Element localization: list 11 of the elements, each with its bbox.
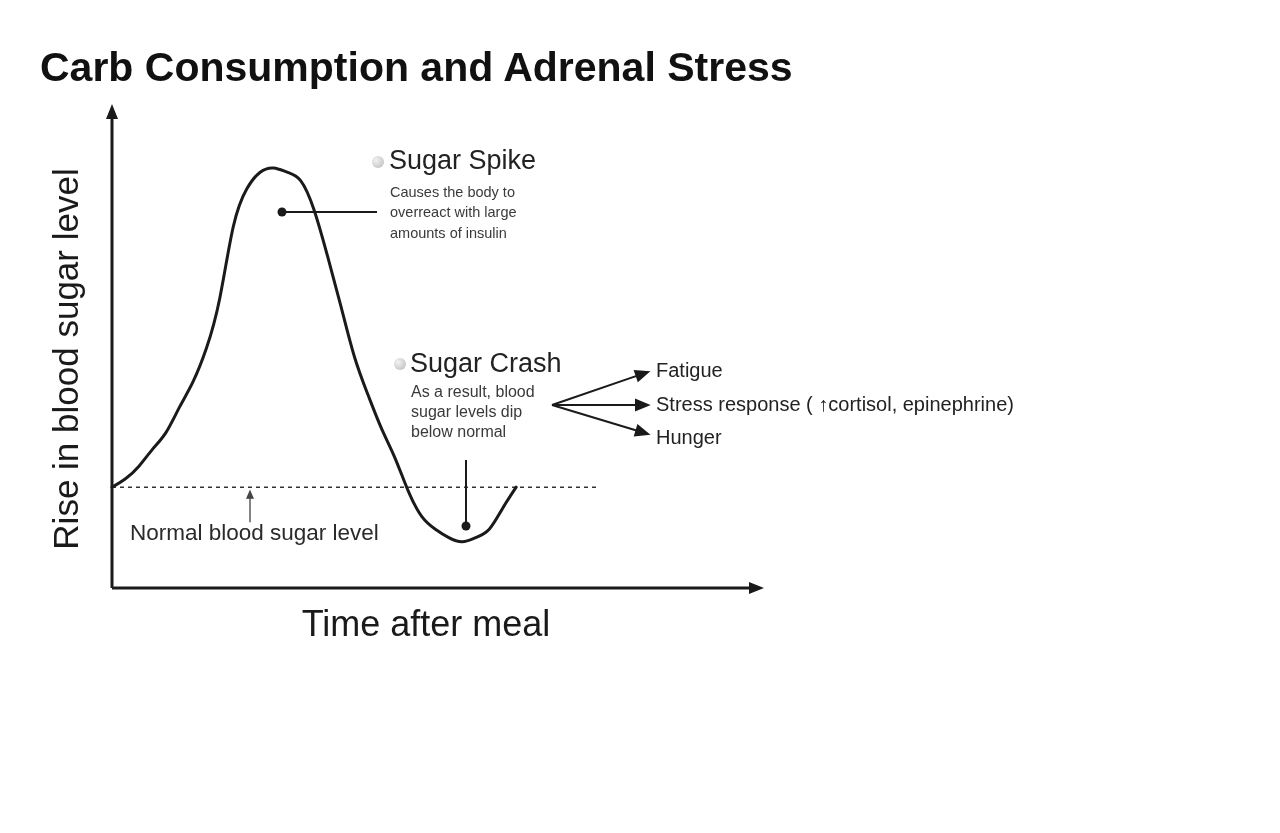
text: Hunger [656, 426, 722, 449]
y-axis-title: Rise in blood sugar level [46, 168, 86, 550]
annotation: Causes the body to overreact with large amounts of insulin [390, 182, 518, 243]
annotation: As a result, blood sugar levels dip below normal [411, 382, 536, 443]
text: Fatigue [656, 358, 723, 381]
annotation: Sugar Crash [410, 348, 562, 378]
annotation: Sugar Spike [389, 145, 537, 175]
chart-title: Carb Consumption and Adrenal Stress [40, 44, 793, 91]
ref-line-label: Normal blood sugar level [130, 520, 379, 546]
text: Stress response ( ↑cortisol, epinephrine) [656, 392, 1014, 415]
x-axis-title: Time after meal [301, 603, 551, 644]
